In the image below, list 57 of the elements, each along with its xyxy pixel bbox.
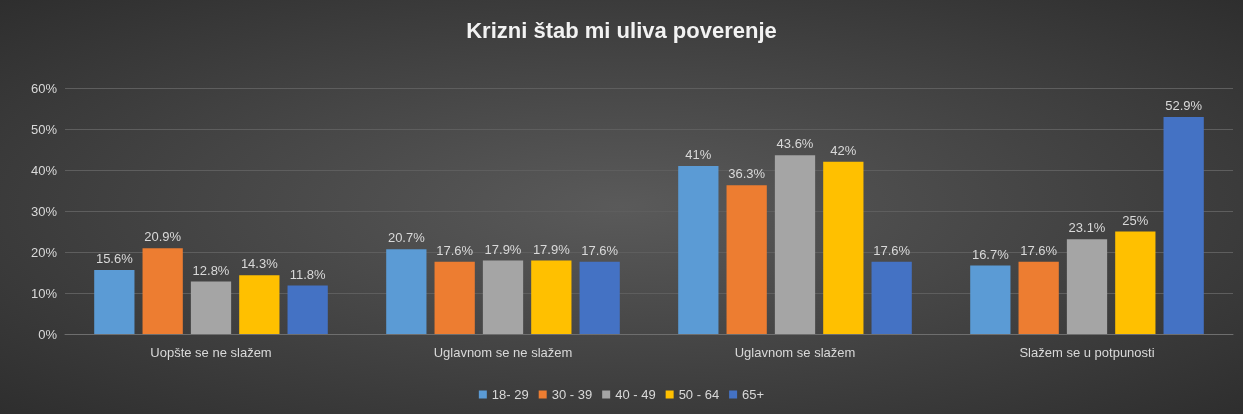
- legend-label: 40 - 49: [615, 387, 656, 402]
- bar: [94, 270, 135, 334]
- bar: [726, 185, 767, 334]
- data-label: 36.3%: [728, 166, 766, 182]
- bar: [1163, 117, 1204, 334]
- bar: [871, 261, 912, 334]
- bar: [239, 275, 280, 334]
- data-label: 52.9%: [1165, 98, 1203, 114]
- data-label: 17.9%: [484, 241, 522, 257]
- bar: [1018, 261, 1059, 334]
- x-tick-label: Uopšte se ne slažem: [150, 345, 272, 360]
- legend-label: 65+: [742, 387, 765, 402]
- data-label: 41%: [685, 146, 712, 162]
- bar: [434, 261, 475, 334]
- y-tick-label: 40%: [30, 162, 58, 178]
- bar: [287, 285, 328, 334]
- data-label: 20.9%: [144, 229, 182, 245]
- bar: [678, 165, 719, 334]
- data-label: 17.6%: [436, 242, 474, 258]
- y-tick-label: 0%: [38, 326, 58, 342]
- bar: [1066, 239, 1108, 334]
- data-label: 43.6%: [776, 136, 814, 152]
- data-label: 42%: [830, 142, 857, 158]
- bar: [482, 260, 524, 334]
- legend-label: 30 - 39: [551, 387, 593, 402]
- bar: [386, 249, 427, 334]
- data-label: 17.9%: [532, 241, 571, 257]
- data-label: 17.6%: [581, 242, 619, 258]
- data-label: 20.7%: [387, 230, 426, 246]
- chart-title: Krizni štab mi uliva poverenje: [466, 17, 777, 43]
- y-tick-label: 10%: [30, 285, 58, 301]
- data-label: 11.8%: [289, 266, 327, 282]
- y-tick-label: 30%: [30, 203, 58, 219]
- bar: [970, 265, 1011, 334]
- bar: [823, 161, 864, 334]
- legend-label: 50 - 64: [678, 387, 720, 402]
- y-tick-label: 60%: [30, 80, 58, 96]
- bar: [774, 155, 816, 334]
- data-label: 23.1%: [1068, 220, 1106, 236]
- bar: [579, 261, 620, 334]
- y-tick-label: 50%: [30, 121, 58, 137]
- data-label: 16.7%: [971, 246, 1010, 262]
- data-label: 15.6%: [95, 251, 134, 267]
- data-label: 25%: [1122, 212, 1149, 228]
- x-tick-label: Slažem se u potpunosti: [1019, 345, 1155, 360]
- y-tick-label: 20%: [30, 244, 58, 260]
- bar: [142, 248, 183, 334]
- bar: [531, 260, 572, 334]
- data-label: 17.6%: [1020, 242, 1058, 258]
- x-tick-label: Uglavnom se slažem: [734, 345, 856, 360]
- data-label: 14.3%: [240, 256, 279, 272]
- data-label: 17.6%: [873, 242, 911, 258]
- x-tick-label: Uglavnom se ne slažem: [433, 345, 573, 360]
- legend-label: 18- 29: [491, 387, 529, 402]
- data-label: 12.8%: [192, 262, 230, 278]
- bar: [1115, 231, 1156, 334]
- bar: [190, 281, 232, 334]
